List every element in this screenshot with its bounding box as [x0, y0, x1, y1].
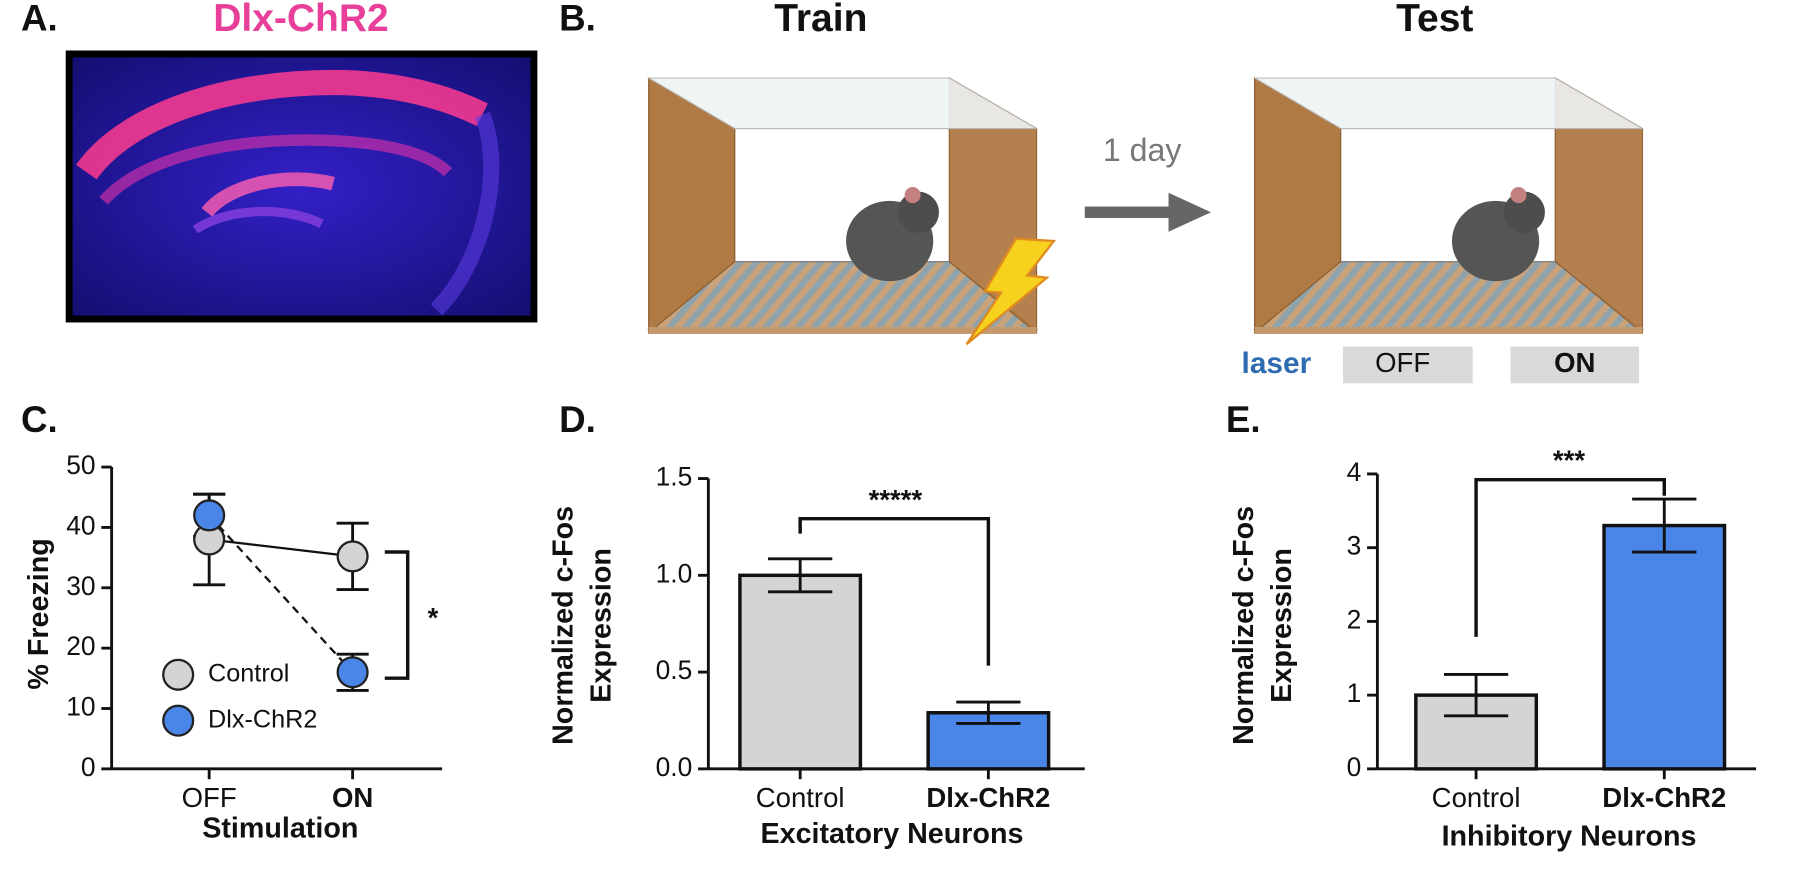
error-bar — [1443, 673, 1509, 718]
x-tick-label: Control — [756, 782, 845, 813]
error-bar — [956, 700, 1021, 725]
x-axis-title: Stimulation — [202, 812, 358, 844]
y-tick-label: 20 — [66, 631, 95, 661]
x-axis-title: Excitatory Neurons — [761, 818, 1024, 850]
test-title: Test — [1396, 0, 1473, 40]
bar — [1602, 523, 1727, 771]
y-tick-label: 0 — [81, 752, 96, 782]
y-tick-label: 30 — [66, 571, 95, 601]
x-tick-label: OFF — [182, 782, 237, 813]
y-tick-label: 40 — [66, 510, 95, 540]
point — [193, 499, 226, 532]
legend-label: Dlx-ChR2 — [208, 705, 317, 733]
series-line — [209, 538, 353, 558]
error-bar — [768, 557, 833, 594]
significance-bracket — [798, 516, 991, 666]
image-title: Dlx-ChR2 — [213, 0, 389, 40]
train-title: Train — [774, 0, 867, 40]
significance-label: *** — [1553, 445, 1585, 476]
y-tick-label: 10 — [66, 691, 95, 721]
y-axis-title: Normalized c-Fos — [547, 506, 579, 745]
laser-label: laser — [1242, 347, 1312, 380]
bar — [738, 573, 863, 771]
x-tick-label: ON — [332, 782, 373, 813]
significance-label: * — [428, 602, 439, 633]
y-axis-title: Normalized c-Fos — [1228, 506, 1260, 745]
y-axis-title: Expression — [585, 548, 617, 703]
panel-label: B. — [559, 0, 596, 38]
laser-box — [1342, 346, 1473, 384]
y-tick-label: 1 — [1347, 678, 1362, 708]
chamber — [1254, 77, 1644, 335]
point — [336, 656, 369, 689]
significance-bracket — [1474, 477, 1666, 637]
y-tick-label: 1.0 — [656, 558, 693, 588]
error-bar — [1632, 497, 1697, 554]
y-tick-label: 50 — [66, 450, 95, 480]
y-axis-title: % Freezing — [23, 538, 55, 689]
legend-marker — [162, 704, 195, 737]
x-tick-label: Dlx-ChR2 — [1602, 782, 1726, 813]
x-axis-title: Inhibitory Neurons — [1442, 820, 1697, 852]
laser-state: OFF — [1375, 347, 1430, 378]
y-tick-label: 0.0 — [656, 752, 693, 782]
laser-state: ON — [1554, 347, 1595, 378]
panel-label: C. — [21, 399, 58, 440]
y-tick-label: 0 — [1347, 752, 1362, 782]
panel-label: E. — [1226, 399, 1261, 440]
legend-marker — [162, 658, 195, 691]
interval-label: 1 day — [1103, 132, 1182, 168]
point — [336, 540, 369, 573]
series-line — [208, 514, 354, 674]
micrograph — [65, 50, 538, 323]
x-tick-label: Dlx-ChR2 — [926, 782, 1050, 813]
y-tick-label: 4 — [1347, 457, 1362, 487]
panel-label: A. — [21, 0, 58, 38]
arrow — [1084, 192, 1211, 232]
y-tick-label: 1.5 — [656, 462, 693, 492]
y-tick-label: 0.5 — [656, 655, 693, 685]
shock — [965, 237, 1056, 346]
y-tick-label: 2 — [1347, 604, 1362, 634]
chamber — [646, 77, 1039, 335]
significance-label: ***** — [869, 484, 923, 515]
panel-label: D. — [559, 399, 596, 440]
y-tick-label: 3 — [1347, 531, 1362, 561]
legend-label: Control — [208, 659, 289, 687]
y-axis-title: Expression — [1266, 548, 1298, 703]
x-tick-label: Control — [1432, 782, 1521, 813]
laser-box — [1510, 346, 1640, 384]
significance-bracket — [384, 550, 410, 680]
